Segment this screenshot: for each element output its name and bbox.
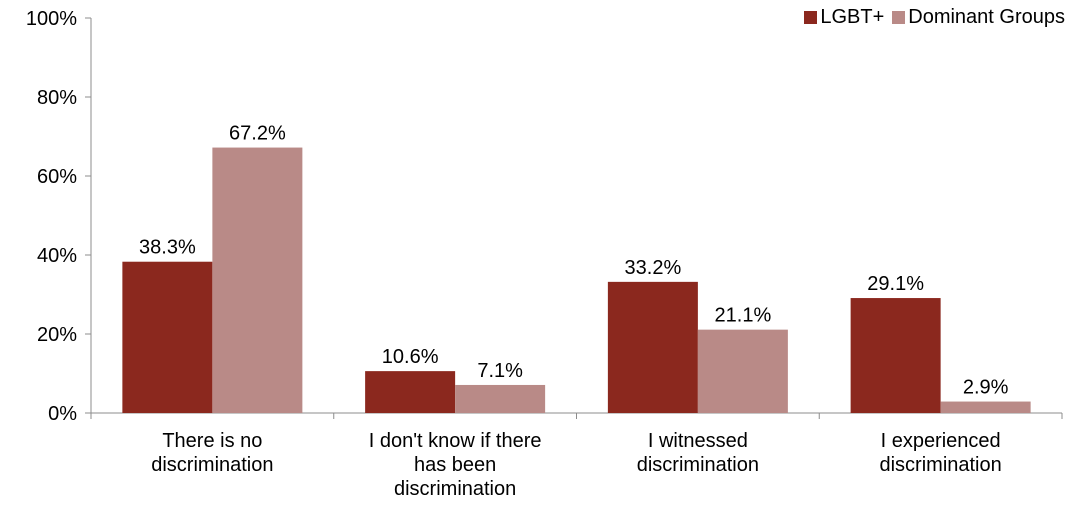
x-category-label: I witnessed bbox=[648, 430, 748, 452]
bar bbox=[941, 402, 1031, 413]
data-label: 7.1% bbox=[477, 360, 523, 382]
data-label: 67.2% bbox=[229, 123, 286, 145]
y-tick-label: 100% bbox=[26, 8, 77, 30]
x-category-label: has been bbox=[414, 454, 496, 476]
data-label: 2.9% bbox=[963, 377, 1009, 399]
y-tick-label: 0% bbox=[48, 403, 77, 425]
bar bbox=[212, 148, 302, 413]
data-label: 10.6% bbox=[382, 346, 439, 368]
x-category-label: There is no bbox=[162, 430, 262, 452]
x-category-label: discrimination bbox=[879, 454, 1001, 476]
bar bbox=[365, 371, 455, 413]
bar bbox=[608, 282, 698, 413]
bar bbox=[698, 330, 788, 413]
y-tick-label: 20% bbox=[37, 324, 77, 346]
x-category-label: discrimination bbox=[637, 454, 759, 476]
data-label: 29.1% bbox=[867, 273, 924, 295]
x-category-label: I don't know if there bbox=[369, 430, 542, 452]
bar bbox=[851, 298, 941, 413]
y-tick-label: 60% bbox=[37, 166, 77, 188]
bar bbox=[455, 385, 545, 413]
x-category-label: discrimination bbox=[151, 454, 273, 476]
x-category-label: I experienced bbox=[881, 430, 1001, 452]
y-tick-label: 40% bbox=[37, 245, 77, 267]
data-label: 38.3% bbox=[139, 237, 196, 259]
data-label: 21.1% bbox=[715, 305, 772, 327]
data-label: 33.2% bbox=[625, 257, 682, 279]
y-tick-label: 80% bbox=[37, 87, 77, 109]
x-category-label: discrimination bbox=[394, 478, 516, 500]
bar bbox=[122, 262, 212, 413]
